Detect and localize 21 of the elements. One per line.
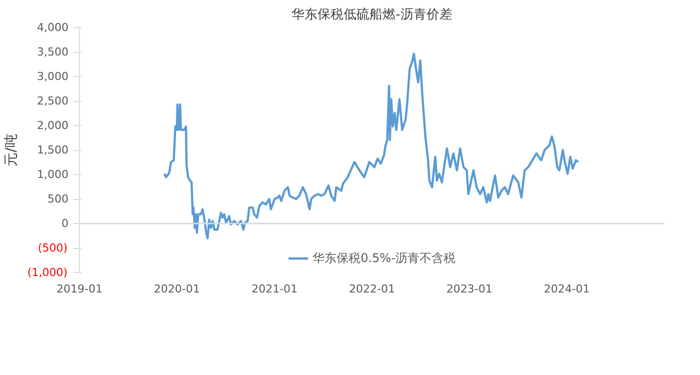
y-tick-label: 1,000 [37, 168, 69, 181]
x-tick-label: 2023-01 [446, 282, 492, 296]
line-series [163, 52, 580, 240]
chart-title: 华东保税低硫船燃-沥青价差 [292, 8, 452, 22]
x-tick-label: 2024-01 [544, 282, 590, 296]
y-tick-label: 1,500 [37, 144, 69, 156]
y-tick-label: 500 [48, 192, 69, 206]
y-tick-label: (1,000) [27, 266, 68, 279]
y-axis-title: 元/吨 [3, 134, 20, 166]
legend-label: 华东保税0.5%-沥青不含税 [312, 250, 456, 266]
y-tick-label: (500) [38, 242, 68, 254]
x-tick-label: 2021-01 [252, 282, 298, 296]
y-tick-label: 3,500 [37, 46, 69, 58]
y-tick-label: 4,000 [37, 21, 69, 34]
y-tick-label: 3,000 [37, 70, 69, 83]
x-tick-label: 2022-01 [349, 282, 395, 296]
x-tick-label: 2019-01 [56, 282, 102, 296]
y-tick-label: 0 [62, 217, 68, 230]
y-tick-label: 2,000 [37, 119, 69, 132]
x-tick-label: 2020-01 [154, 282, 200, 296]
y-tick-label: 2,500 [37, 94, 69, 108]
